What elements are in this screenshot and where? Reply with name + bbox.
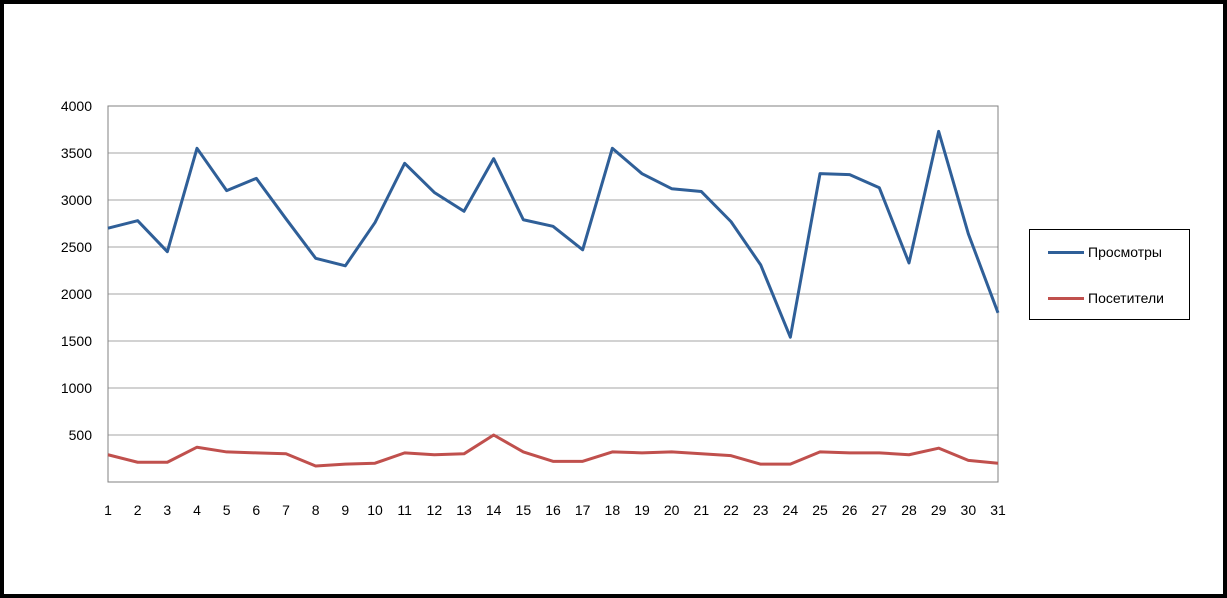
x-tick-label: 12 (427, 502, 443, 518)
y-tick-label: 2500 (61, 239, 92, 255)
x-tick-label: 21 (694, 502, 710, 518)
x-tick-label: 25 (812, 502, 828, 518)
y-tick-label: 500 (69, 427, 93, 443)
legend-item-views: Просмотры (1048, 244, 1162, 260)
x-tick-label: 27 (872, 502, 888, 518)
x-tick-label: 9 (341, 502, 349, 518)
y-tick-label: 1500 (61, 333, 92, 349)
x-tick-label: 4 (193, 502, 201, 518)
x-tick-label: 2 (134, 502, 142, 518)
legend-item-visitors: Посетители (1048, 290, 1164, 306)
y-tick-label: 3000 (61, 192, 92, 208)
x-tick-label: 30 (961, 502, 977, 518)
gridlines (108, 105, 998, 436)
y-tick-label: 3500 (61, 145, 92, 161)
legend-label-views: Просмотры (1088, 244, 1162, 260)
x-tick-label: 13 (456, 502, 472, 518)
legend-swatch-views (1048, 250, 1084, 254)
x-tick-label: 19 (634, 502, 650, 518)
legend-label-visitors: Посетители (1088, 290, 1164, 306)
legend-swatch-visitors (1048, 296, 1084, 300)
x-tick-label: 28 (901, 502, 917, 518)
x-tick-label: 17 (575, 502, 591, 518)
x-tick-label: 22 (723, 502, 739, 518)
series-lines (107, 129, 1000, 468)
x-tick-label: 10 (367, 502, 383, 518)
x-tick-label: 29 (931, 502, 947, 518)
x-tick-label: 15 (516, 502, 532, 518)
y-tick-label: 4000 (61, 98, 92, 114)
x-tick-label: 5 (223, 502, 231, 518)
y-tick-label: 2000 (61, 286, 92, 302)
x-tick-label: 14 (486, 502, 502, 518)
x-tick-label: 3 (163, 502, 171, 518)
x-tick-label: 26 (842, 502, 858, 518)
x-axis-ticks: 1 2 3 4 5 6 7 8 9 10 11 12 13 14 15 16 17 18 19 20 21 22 23 24 2… (104, 502, 1006, 518)
x-tick-label: 18 (605, 502, 621, 518)
plot-area (107, 105, 999, 483)
x-tick-label: 8 (312, 502, 320, 518)
x-tick-label: 1 (104, 502, 112, 518)
x-tick-label: 31 (990, 502, 1006, 518)
x-tick-label: 11 (397, 502, 412, 518)
legend: Просмотры Посетители (1029, 229, 1190, 320)
y-axis-ticks: 500 1000 1500 2000 2500 3000 3500 4000 (61, 98, 92, 443)
x-tick-label: 20 (664, 502, 680, 518)
series-line-1 (107, 433, 999, 468)
y-tick-label: 1000 (61, 380, 92, 396)
series-line-0 (107, 129, 1000, 339)
x-tick-label: 16 (545, 502, 561, 518)
x-tick-label: 23 (753, 502, 769, 518)
x-tick-label: 24 (783, 502, 799, 518)
x-tick-label: 6 (252, 502, 260, 518)
x-tick-label: 7 (282, 502, 290, 518)
